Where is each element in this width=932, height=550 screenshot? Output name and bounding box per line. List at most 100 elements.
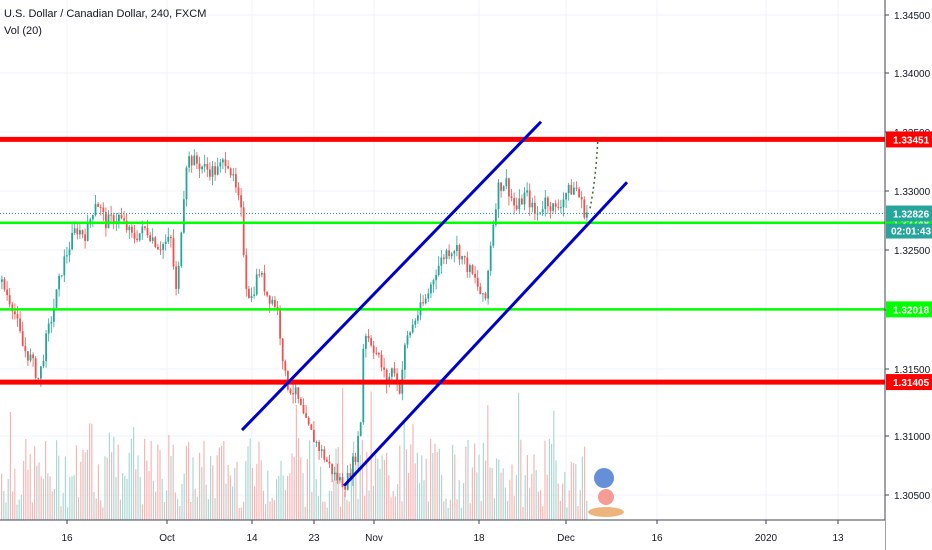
channel-line-upper[interactable] <box>240 120 543 432</box>
volume-bar <box>201 467 203 520</box>
volume-bar <box>458 480 460 520</box>
candle-body <box>32 354 34 359</box>
level-price-tag-bg <box>886 301 932 318</box>
candle-body <box>484 293 487 299</box>
volume-bar <box>383 459 385 520</box>
volume-bar <box>579 489 581 520</box>
candle-body <box>279 308 281 339</box>
volume-bar <box>298 438 300 520</box>
volume-bar <box>102 507 104 520</box>
volume-bar <box>368 490 370 520</box>
volume-bar <box>498 459 500 520</box>
candle-body <box>310 424 313 430</box>
candle-body <box>352 456 354 478</box>
candle-body <box>539 212 541 214</box>
volume-bar <box>240 507 242 520</box>
volume-bar <box>348 501 350 520</box>
volume-bar <box>456 499 458 520</box>
countdown-tag: 02:01:43 <box>891 227 931 238</box>
volume-bar <box>62 492 64 520</box>
candle-body <box>437 265 440 276</box>
volume-bar <box>5 502 7 520</box>
volume-bar <box>366 452 368 520</box>
channel-line-lower[interactable] <box>342 181 629 487</box>
current-price-tag-bg <box>886 205 932 222</box>
volume-bar <box>194 488 196 520</box>
candle-body <box>235 174 237 188</box>
volume-bar <box>188 441 190 520</box>
volume-bar <box>3 490 5 520</box>
volume-bar <box>304 506 306 520</box>
candle-body <box>339 477 341 481</box>
candle-body <box>188 156 190 168</box>
candle-body <box>300 398 302 405</box>
volume-bar <box>267 470 269 520</box>
volume-bar <box>568 490 570 520</box>
candle-body <box>417 315 419 321</box>
volume-bar <box>394 496 396 520</box>
candle-body <box>336 472 339 481</box>
candle-body <box>281 338 284 362</box>
volume-bar <box>130 438 132 520</box>
candle-body <box>271 299 274 304</box>
volume-bar <box>146 460 148 520</box>
volume-bar <box>350 468 352 520</box>
candle-body <box>112 215 115 225</box>
volume-bar <box>405 449 407 520</box>
chart-legend: U.S. Dollar / Canadian Dollar, 240, FXCM… <box>4 6 206 40</box>
volume-bar <box>135 469 137 520</box>
y-tick-label: 1.34000 <box>894 69 931 80</box>
volume-bar <box>562 483 564 520</box>
candle-body <box>476 277 479 287</box>
volume-bar <box>218 447 220 520</box>
candle-body <box>157 246 159 250</box>
volume-bar <box>260 460 262 520</box>
volume-bar <box>392 491 394 520</box>
candle-body <box>383 367 385 370</box>
volume-bar <box>452 444 454 520</box>
volume-bar <box>575 464 577 520</box>
candle-body <box>214 166 216 175</box>
volume-bars <box>1 388 588 520</box>
candle-body <box>474 273 476 278</box>
volume-bar <box>375 454 377 520</box>
volume-bar <box>117 444 119 520</box>
volume-bar <box>282 475 284 520</box>
volume-bar <box>190 502 192 520</box>
channel-lines[interactable] <box>240 120 629 487</box>
candle-body <box>435 275 437 281</box>
candle-body <box>575 187 578 189</box>
candle-body <box>562 199 565 208</box>
candle-body <box>521 198 523 205</box>
logo-watermark <box>588 468 624 517</box>
candle-body <box>81 230 84 235</box>
candle-body <box>263 272 266 292</box>
projection-path[interactable] <box>589 135 599 209</box>
candle-body <box>500 182 502 191</box>
volume-bar <box>469 503 471 520</box>
volume-bar <box>485 460 487 520</box>
candle-body <box>248 288 250 299</box>
candle-body <box>203 163 206 167</box>
candle-body <box>224 159 227 167</box>
volume-bar <box>300 457 302 520</box>
volume-bar <box>238 508 240 520</box>
candle-body <box>42 361 45 367</box>
candle-body <box>479 286 482 295</box>
volume-bar <box>493 498 495 520</box>
volume-bar <box>152 480 154 520</box>
candle-body <box>359 422 362 436</box>
volume-bar <box>159 449 161 520</box>
candle-body <box>560 207 562 209</box>
candle-body <box>495 209 497 225</box>
candle-body <box>515 205 518 210</box>
candle-body <box>245 254 248 289</box>
candle-body <box>573 187 575 195</box>
x-tick-label: 16 <box>61 533 73 544</box>
volume-bar <box>60 506 62 520</box>
candle-body <box>68 249 71 256</box>
volume-bar <box>302 473 304 520</box>
candle-body <box>547 197 549 207</box>
